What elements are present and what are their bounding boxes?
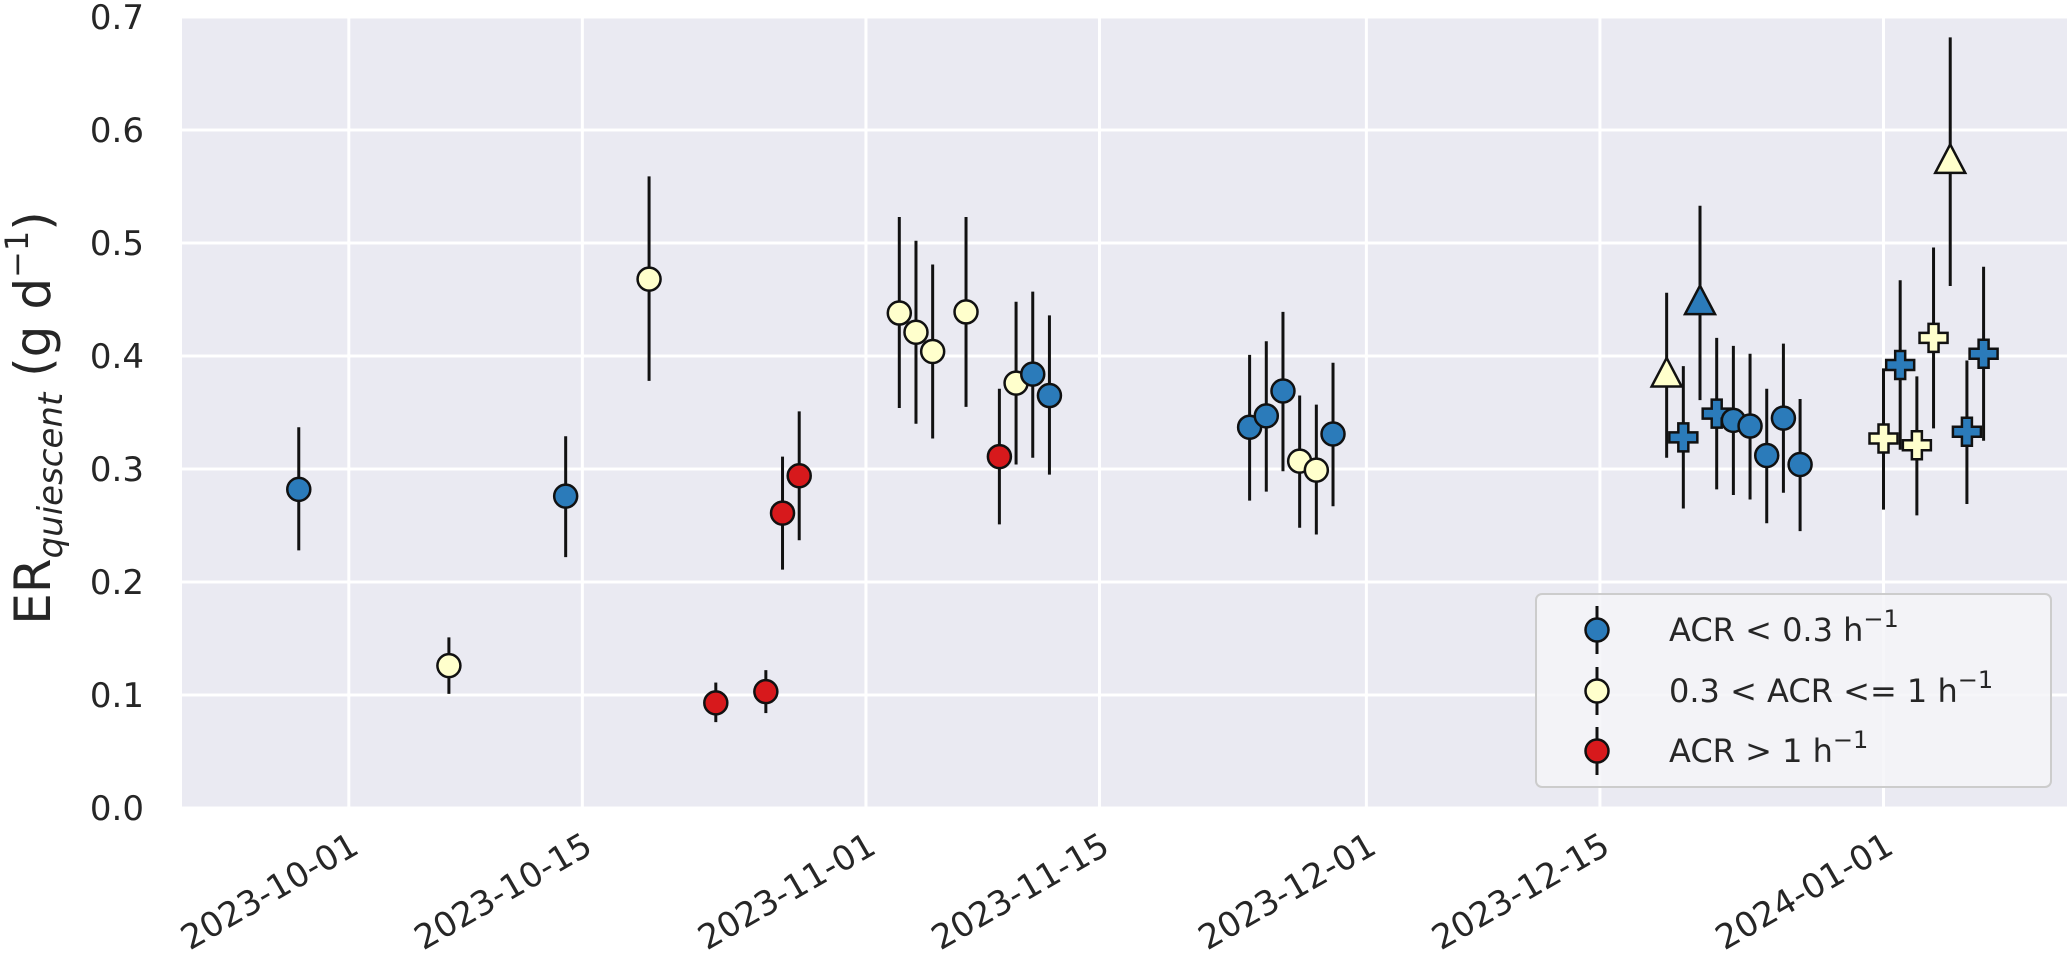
data-point (986, 388, 1013, 525)
data-point (552, 436, 579, 558)
data-point (1020, 291, 1046, 458)
data-point (919, 264, 946, 439)
data-point (1270, 311, 1296, 472)
legend-box (1535, 593, 2052, 788)
plus-marker (1884, 349, 1916, 381)
data-point (1868, 368, 1899, 510)
triangle-marker (1682, 282, 1718, 316)
circle-marker (1303, 457, 1330, 483)
y-tick-label: 0.1 (90, 676, 144, 716)
data-point (1770, 343, 1797, 493)
y-tick-label: 0.5 (90, 224, 144, 264)
circle-marker (903, 319, 929, 346)
x-tick-label: 2023-10-01 (174, 825, 365, 958)
y-tick-label: 0.7 (90, 0, 144, 38)
y-axis-label: ERquiescent (g d−1) (0, 211, 71, 625)
data-point (1303, 404, 1330, 535)
x-tick-label: 2023-11-01 (691, 825, 882, 958)
y-tick-label: 0.4 (90, 337, 144, 377)
data-point (769, 456, 796, 570)
circle-marker (986, 443, 1013, 470)
data-point (1787, 398, 1813, 532)
legend-marker (1584, 678, 1610, 704)
circle-marker (552, 483, 579, 509)
triangle-marker (1933, 141, 1968, 175)
plus-marker (1868, 423, 1899, 454)
plus-marker (1701, 398, 1732, 429)
data-point (1737, 353, 1763, 500)
plus-marker (1951, 416, 1983, 447)
legend-entry: 0.3 < ACR <= 1 h−1 (1584, 666, 1993, 715)
data-point (903, 240, 929, 424)
data-point (1918, 247, 1949, 429)
data-point (1901, 376, 1933, 516)
circle-marker (753, 678, 779, 705)
data-point (786, 411, 812, 541)
circle-marker (1253, 403, 1280, 429)
data-point (1933, 37, 1968, 286)
data-point (1884, 280, 1916, 450)
data-point (286, 427, 312, 551)
legend-label: ACR < 0.3 h−1 (1669, 605, 1899, 649)
triangle-marker (1649, 355, 1684, 388)
legend-marker (1584, 738, 1610, 764)
data-point (1968, 266, 1999, 441)
data-point (886, 217, 913, 408)
data-point (636, 176, 662, 381)
x-tick-label: 2023-10-15 (408, 825, 599, 958)
circle-marker (1787, 451, 1813, 478)
plus-marker (1968, 338, 1999, 369)
data-point (1753, 388, 1780, 524)
circle-marker (1770, 405, 1797, 431)
x-tick-labels: 2023-10-01 2023-10-15 2023-11-01 2023-11-15… (174, 825, 1900, 958)
circle-marker (1320, 421, 1346, 447)
circle-marker (769, 500, 796, 526)
x-tick-label: 2024-01-01 (1709, 825, 1900, 958)
circle-marker (1753, 442, 1780, 469)
data-point (1253, 341, 1280, 492)
data-point (703, 682, 729, 723)
circle-marker (953, 299, 979, 325)
circle-marker (286, 476, 312, 503)
y-tick-label: 0.2 (90, 563, 144, 603)
circle-marker (1036, 382, 1063, 409)
plus-marker (1918, 322, 1949, 354)
y-tick-label: 0.0 (90, 789, 144, 829)
data-point (1320, 362, 1346, 507)
data-point (753, 670, 779, 714)
circle-marker (1270, 378, 1296, 404)
circle-marker (786, 463, 812, 489)
data-point (1951, 360, 1983, 505)
plus-marker (1901, 430, 1933, 461)
data-point (1036, 315, 1063, 475)
circle-marker (886, 300, 913, 326)
x-tick-label: 2023-12-15 (1425, 825, 1616, 958)
data-point (1701, 337, 1732, 490)
legend-label: ACR > 1 h−1 (1669, 726, 1868, 770)
circle-marker (1737, 413, 1763, 439)
legend-entry: ACR < 0.3 h−1 (1584, 605, 1899, 654)
legend-marker (1584, 617, 1610, 643)
data-point (436, 637, 462, 694)
circle-marker (636, 266, 662, 292)
data-point (1682, 205, 1718, 401)
legend-label: 0.3 < ACR <= 1 h−1 (1669, 666, 1993, 710)
legend-entry: ACR > 1 h−1 (1584, 726, 1868, 775)
data-point (953, 217, 979, 407)
y-tick-labels: 0.0 0.1 0.2 0.3 0.4 0.5 0.6 0.7 (90, 0, 144, 829)
circle-marker (436, 652, 462, 679)
x-tick-label: 2023-11-15 (925, 825, 1116, 958)
data-point (1668, 366, 1699, 509)
data-point (1649, 292, 1684, 458)
circle-marker (1020, 361, 1046, 387)
plus-marker (1668, 422, 1699, 453)
circle-marker (919, 338, 946, 365)
data-points (286, 37, 1999, 723)
legend: ACR < 0.3 h−1 0.3 < ACR <= 1 h−1 ACR > 1 h… (1535, 593, 2052, 788)
x-tick-label: 2023-12-01 (1192, 825, 1383, 958)
y-tick-label: 0.3 (90, 450, 144, 490)
y-tick-label: 0.6 (90, 111, 144, 151)
circle-marker (703, 690, 729, 716)
